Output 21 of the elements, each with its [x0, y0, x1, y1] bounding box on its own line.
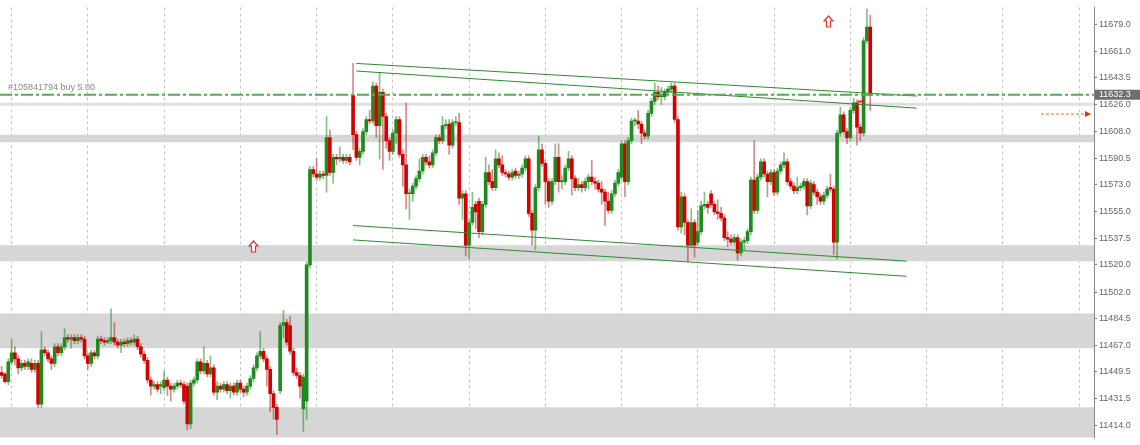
candlestick	[589, 160, 594, 185]
y-tick-label: 11555.0	[1099, 206, 1131, 217]
y-tick-label: 11643.5	[1099, 72, 1131, 83]
y-tick-label: 11449.5	[1099, 366, 1131, 377]
candlestick	[593, 176, 597, 190]
y-tick-label: 11431.5	[1099, 393, 1131, 404]
y-tick-label: 11467.0	[1099, 339, 1131, 350]
y-tick-label: 11590.5	[1099, 152, 1131, 163]
annotation: #105841794 buy 5.00	[8, 81, 96, 92]
y-tick-label: 11502.0	[1099, 286, 1131, 297]
candlestick	[109, 308, 113, 345]
y-tick-label: 11537.5	[1099, 232, 1131, 243]
y-tick-label: 11679.0	[1099, 18, 1131, 29]
y-tick-label: 11520.0	[1099, 259, 1131, 270]
y-tick-label: 11608.0	[1099, 126, 1131, 137]
y-tick-label: 11573.0	[1099, 179, 1131, 190]
y-tick-label: 11414.0	[1099, 419, 1131, 430]
y-tick-label: 11626.0	[1099, 98, 1131, 109]
y-tick-label: 11661.0	[1099, 45, 1131, 56]
ref-line-label: 11632.3	[1099, 89, 1131, 100]
y-tick-label: 11484.5	[1099, 313, 1131, 324]
